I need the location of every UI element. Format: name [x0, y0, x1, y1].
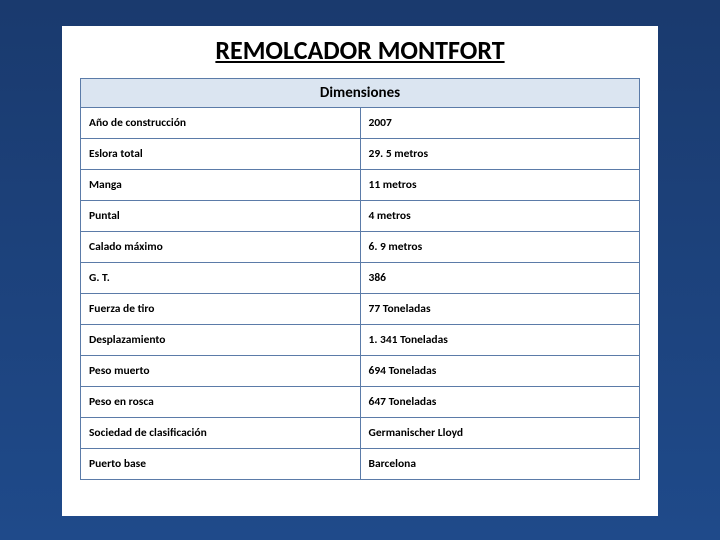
table-body: Año de construcción2007Eslora total29. 5… [81, 108, 640, 480]
row-value: 386 [360, 263, 640, 294]
row-value: 77 Toneladas [360, 294, 640, 325]
row-label: Fuerza de tiro [81, 294, 361, 325]
dimensions-table: Dimensiones Año de construcción2007Eslor… [80, 78, 640, 480]
row-value: 694 Toneladas [360, 356, 640, 387]
table-row: Calado máximo6. 9 metros [81, 232, 640, 263]
row-value: Barcelona [360, 449, 640, 480]
row-label: Sociedad de clasificación [81, 418, 361, 449]
table-row: Eslora total29. 5 metros [81, 139, 640, 170]
row-value: 2007 [360, 108, 640, 139]
table-row: Manga11 metros [81, 170, 640, 201]
row-value: 647 Toneladas [360, 387, 640, 418]
table-row: Peso en rosca647 Toneladas [81, 387, 640, 418]
table-row: Fuerza de tiro77 Toneladas [81, 294, 640, 325]
row-value: 4 metros [360, 201, 640, 232]
slide-background: REMOLCADOR MONTFORT Dimensiones Año de c… [0, 0, 720, 540]
content-area: REMOLCADOR MONTFORT Dimensiones Año de c… [62, 26, 658, 516]
table-row: Desplazamiento1. 341 Toneladas [81, 325, 640, 356]
table-row: Peso muerto694 Toneladas [81, 356, 640, 387]
row-label: Eslora total [81, 139, 361, 170]
table-row: Puerto baseBarcelona [81, 449, 640, 480]
page-title: REMOLCADOR MONTFORT [62, 26, 658, 78]
row-label: Peso en rosca [81, 387, 361, 418]
table-row: Puntal4 metros [81, 201, 640, 232]
table-row: G. T.386 [81, 263, 640, 294]
row-label: Desplazamiento [81, 325, 361, 356]
row-value: 1. 341 Toneladas [360, 325, 640, 356]
row-label: Calado máximo [81, 232, 361, 263]
table-row: Año de construcción2007 [81, 108, 640, 139]
row-label: Manga [81, 170, 361, 201]
row-label: Año de construcción [81, 108, 361, 139]
row-label: G. T. [81, 263, 361, 294]
row-label: Puerto base [81, 449, 361, 480]
row-label: Peso muerto [81, 356, 361, 387]
row-value: 29. 5 metros [360, 139, 640, 170]
row-value: 6. 9 metros [360, 232, 640, 263]
table-section-header: Dimensiones [81, 79, 640, 108]
row-value: Germanischer Lloyd [360, 418, 640, 449]
table-row: Sociedad de clasificaciónGermanischer Ll… [81, 418, 640, 449]
row-value: 11 metros [360, 170, 640, 201]
row-label: Puntal [81, 201, 361, 232]
